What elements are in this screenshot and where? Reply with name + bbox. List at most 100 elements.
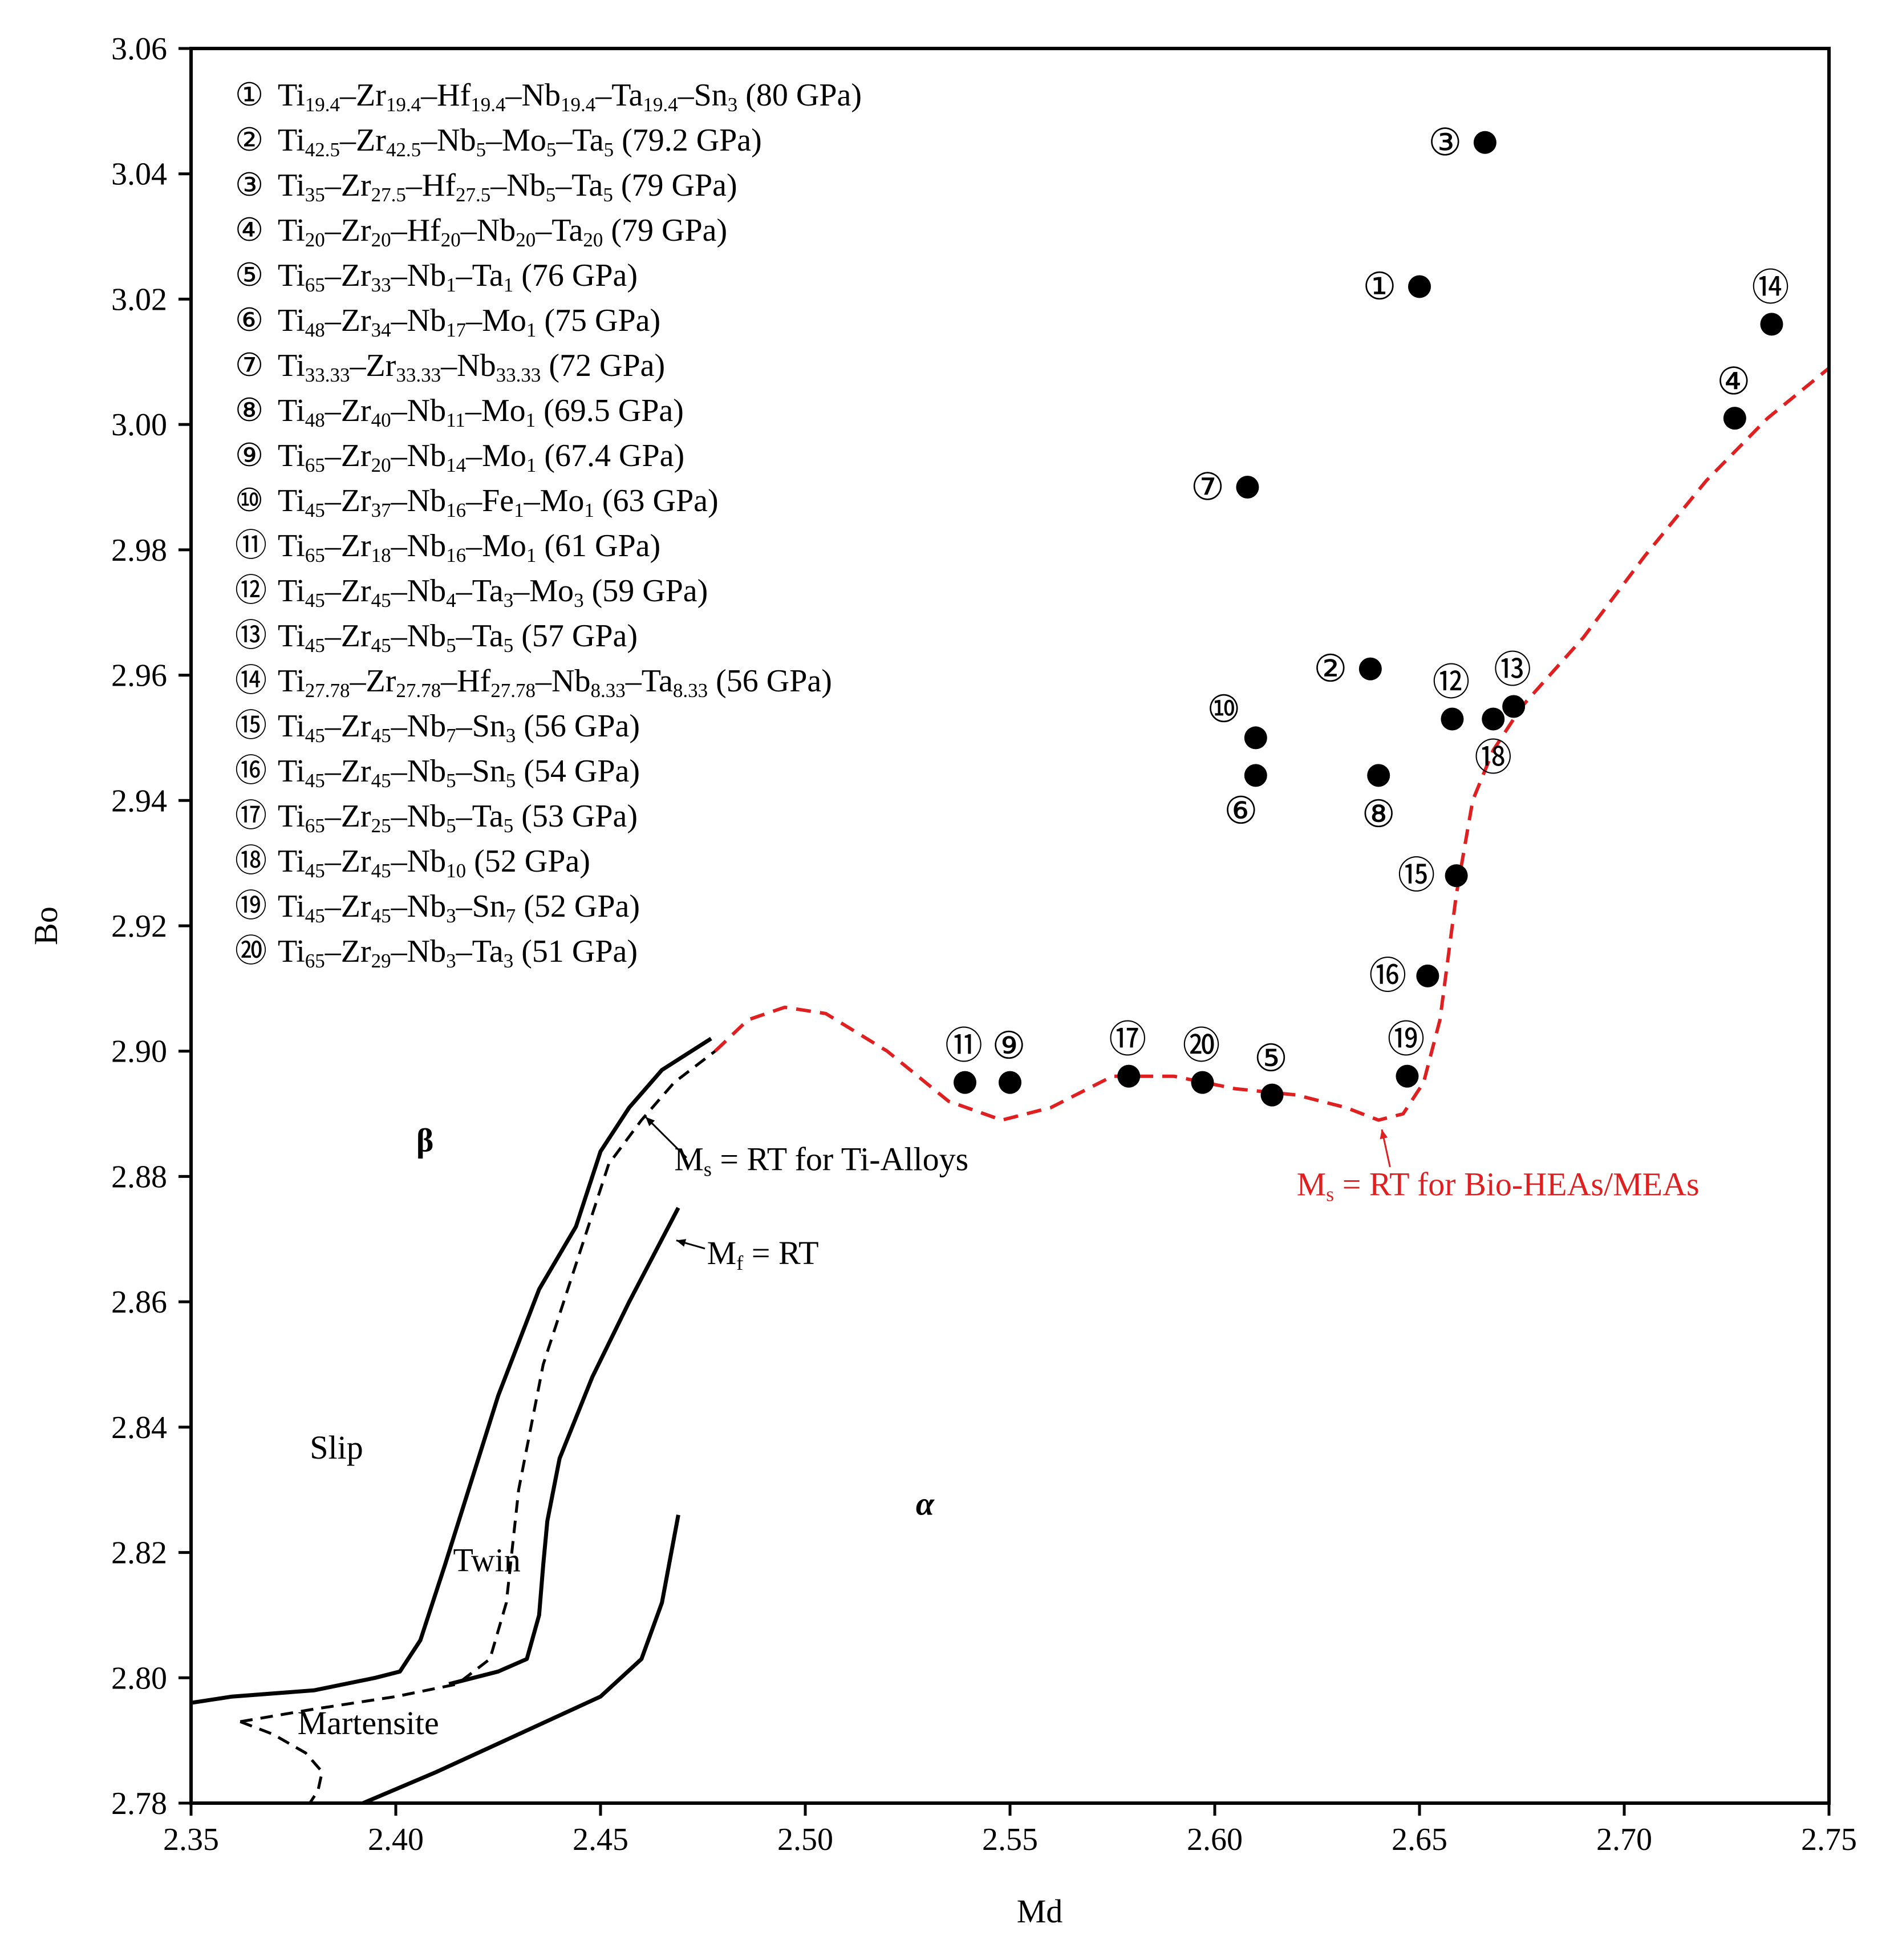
legend-entry: Ti45–Zr45–Nb5–Sn5 (54 GPa) bbox=[278, 754, 640, 792]
legend-text-part: 45 bbox=[305, 860, 325, 882]
y-tick-label: 2.84 bbox=[111, 1410, 167, 1445]
ms-ti-alloys-arrow bbox=[644, 1116, 687, 1159]
legend-text-part: –Zr bbox=[350, 348, 396, 383]
slip-region-label: Slip bbox=[310, 1429, 363, 1466]
legend-text-part: 65 bbox=[305, 454, 325, 476]
legend-text-part: –Ta bbox=[625, 663, 673, 699]
legend-text-part: Ti bbox=[278, 528, 305, 564]
twin-region-label: Twin bbox=[453, 1542, 521, 1579]
legend: ① Ti19.4–Zr19.4–Hf19.4–Nb19.4–Ta19.4–Sn3 … bbox=[235, 78, 862, 972]
legend-entry: Ti45–Zr45–Nb3–Sn7 (52 GPa) bbox=[278, 889, 640, 927]
legend-text-part: –Mo bbox=[465, 393, 526, 428]
legend-marker: ⑮ bbox=[235, 708, 267, 744]
legend-text-part: 5 bbox=[446, 634, 456, 657]
legend-text-part: 29 bbox=[371, 950, 391, 972]
legend-text-part: Ti bbox=[278, 754, 305, 789]
legend-text-part: –Ta bbox=[456, 934, 504, 969]
legend-text-part: –Ta bbox=[456, 799, 504, 834]
legend-text-part: (79 GPa) bbox=[613, 168, 737, 203]
legend-text-part: 16 bbox=[446, 544, 466, 566]
y-tick-label: 2.92 bbox=[111, 909, 167, 944]
x-tick-label: 2.65 bbox=[1392, 1822, 1447, 1857]
legend-text-part: (79 GPa) bbox=[603, 213, 727, 248]
legend-text-part: Ti bbox=[278, 889, 305, 924]
legend-text-part: –Ta bbox=[555, 123, 603, 158]
x-tick-label: 2.45 bbox=[573, 1822, 628, 1857]
data-point bbox=[1358, 657, 1382, 681]
legend-text-part: 19.4 bbox=[386, 94, 421, 116]
legend-text-part: –Nb bbox=[391, 618, 446, 654]
legend-text-part: 48 bbox=[305, 409, 325, 431]
legend-text-part: 27.78 bbox=[305, 679, 350, 702]
legend-text-part: Ti bbox=[278, 573, 305, 609]
annotation-part: s bbox=[1326, 1183, 1334, 1205]
legend-text-part: –Zr bbox=[325, 934, 371, 969]
data-point bbox=[1396, 1064, 1419, 1088]
legend-text-part: 19.4 bbox=[561, 94, 595, 116]
legend-text-part: 5 bbox=[446, 815, 456, 837]
legend-entry: Ti45–Zr45–Nb4–Ta3–Mo3 (59 GPa) bbox=[278, 573, 708, 612]
legend-text-part: 3 bbox=[504, 950, 514, 972]
legend-entry: Ti65–Zr33–Nb1–Ta1 (76 GPa) bbox=[278, 258, 638, 296]
y-tick-label: 2.78 bbox=[111, 1786, 167, 1821]
legend-marker: ⑦ bbox=[235, 348, 263, 383]
legend-text-part: –Zr bbox=[325, 438, 371, 473]
legend-text-part: (57 GPa) bbox=[513, 618, 638, 654]
data-point-label: ⑲ bbox=[1387, 1019, 1425, 1061]
legend-text-part: Ti bbox=[278, 799, 305, 834]
legend-text-part: –Nb bbox=[391, 483, 446, 519]
annotation-part: β bbox=[416, 1121, 434, 1159]
y-tick-label: 3.04 bbox=[111, 157, 167, 192]
data-point-label: ⑧ bbox=[1362, 793, 1396, 835]
legend-text-part: 1 bbox=[526, 319, 537, 341]
lower-boundary-curve bbox=[362, 1514, 680, 1805]
legend-text-part: 1 bbox=[446, 274, 456, 296]
legend-text-part: Ti bbox=[278, 438, 305, 473]
legend-text-part: (52 GPa) bbox=[466, 844, 590, 879]
legend-text-part: 5 bbox=[546, 184, 556, 206]
legend-text-part: (56 GPa) bbox=[516, 708, 640, 744]
y-tick-label: 2.82 bbox=[111, 1536, 167, 1571]
ms-ti-alloys-arrow-head bbox=[645, 1117, 655, 1127]
legend-text-part: –Nb bbox=[490, 168, 545, 203]
legend-entry: Ti42.5–Zr42.5–Nb5–Mo5–Ta5 (79.2 GPa) bbox=[278, 123, 762, 161]
legend-text-part: 1 bbox=[514, 499, 524, 521]
legend-text-part: –Nb bbox=[440, 348, 496, 383]
data-point bbox=[1244, 764, 1267, 787]
legend-text-part: –Zr bbox=[325, 573, 371, 609]
legend-entry: Ti20–Zr20–Hf20–Nb20–Ta20 (79 GPa) bbox=[278, 213, 727, 251]
legend-text-part: Ti bbox=[278, 78, 305, 113]
legend-text-part: Ti bbox=[278, 213, 305, 248]
annotation-part: α bbox=[916, 1485, 935, 1522]
mf-rt-arrow-head bbox=[676, 1239, 687, 1247]
legend-text-part: (79.2 GPa) bbox=[614, 123, 762, 158]
legend-text-part: 45 bbox=[371, 724, 391, 747]
legend-entry: Ti65–Zr25–Nb5–Ta5 (53 GPa) bbox=[278, 799, 638, 837]
legend-marker: ⑩ bbox=[235, 483, 263, 519]
data-point bbox=[1445, 864, 1468, 888]
legend-text-part: –Zr bbox=[325, 213, 371, 248]
data-point-label: ⑫ bbox=[1432, 662, 1470, 703]
legend-text-part: –Nb bbox=[391, 934, 446, 969]
annotation-part: s bbox=[704, 1158, 712, 1181]
y-tick-label: 3.06 bbox=[111, 31, 167, 67]
legend-text-part: 19.4 bbox=[643, 94, 678, 116]
data-point-label: ⑯ bbox=[1369, 955, 1406, 997]
legend-entry: Ti65–Zr20–Nb14–Mo1 (67.4 GPa) bbox=[278, 438, 684, 476]
legend-text-part: 19.4 bbox=[305, 94, 340, 116]
legend-text-part: –Fe bbox=[465, 483, 514, 519]
legend-text-part: 7 bbox=[506, 905, 516, 927]
legend-entry: Ti45–Zr45–Nb10 (52 GPa) bbox=[278, 844, 590, 882]
data-point-label: ⑰ bbox=[1109, 1019, 1146, 1061]
legend-text-part: 40 bbox=[371, 409, 391, 431]
data-point bbox=[1416, 964, 1439, 987]
legend-text-part: 45 bbox=[305, 499, 325, 521]
legend-text-part: –Ta bbox=[555, 168, 603, 203]
legend-text-part: (76 GPa) bbox=[513, 258, 638, 293]
legend-text-part: 48 bbox=[305, 319, 325, 341]
legend-text-part: 20 bbox=[305, 229, 325, 251]
y-tick-label: 2.90 bbox=[111, 1034, 167, 1070]
legend-text-part: Ti bbox=[278, 663, 305, 699]
legend-text-part: –Zr bbox=[325, 799, 371, 834]
data-point bbox=[1760, 313, 1783, 336]
